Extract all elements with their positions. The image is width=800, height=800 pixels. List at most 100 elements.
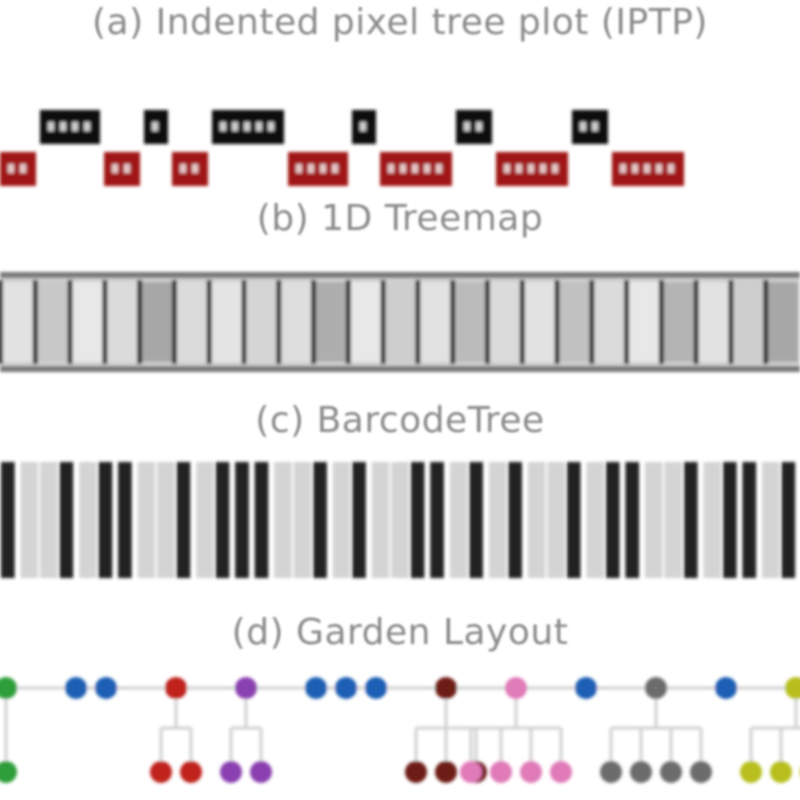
iptp-internal-pixel	[60, 122, 66, 131]
barcode-bar-dark	[625, 462, 640, 578]
treemap-divider	[693, 280, 699, 364]
garden-parent-node	[645, 677, 667, 699]
barcode-bar-light	[40, 462, 58, 578]
iptp-internal-pixel	[256, 122, 262, 131]
treemap-cell	[245, 282, 277, 362]
iptp-leaf-pixel	[528, 164, 534, 173]
barcode-bar-light	[371, 462, 390, 578]
garden-parent-node	[165, 677, 187, 699]
iptp-leaf-pixel	[124, 164, 130, 173]
treemap-cell	[175, 282, 207, 362]
iptp-internal-block	[456, 110, 492, 144]
barcode-bar-dark	[235, 462, 249, 578]
panel-c-title: (c) BarcodeTree	[255, 400, 545, 441]
barcode-bar-light	[527, 462, 546, 578]
garden-parent-node	[305, 677, 327, 699]
treemap-cell	[454, 282, 485, 362]
iptp-leaf-pixel	[656, 164, 662, 173]
barcode-bar-light	[196, 462, 214, 578]
treemap-divider	[345, 280, 351, 364]
treemap-divider	[554, 280, 560, 364]
garden-parent-node	[365, 677, 387, 699]
garden-child-node	[460, 761, 482, 783]
barcode-bar-light	[79, 462, 97, 578]
garden-child-node	[150, 761, 172, 783]
treemap-divider	[415, 280, 421, 364]
iptp-internal-pixel	[232, 122, 238, 131]
iptp-leaf-pixel	[516, 164, 522, 173]
iptp-leaf-pixel	[552, 164, 558, 173]
garden-child-node	[600, 761, 622, 783]
iptp-internal-pixel	[592, 122, 598, 131]
iptp-leaf-pixel	[20, 164, 26, 173]
garden-child-node	[550, 761, 572, 783]
iptp-leaf-block	[104, 152, 140, 186]
iptp-internal-pixel	[220, 122, 226, 131]
garden-panel	[0, 677, 800, 783]
iptp-leaf-pixel	[8, 164, 14, 173]
treemap-cell	[106, 282, 138, 362]
barcode-bar-light	[391, 462, 409, 578]
treemap-bottom-border	[0, 366, 800, 372]
garden-parent-node	[235, 677, 257, 699]
barcode-bar-dark	[215, 462, 230, 578]
barcode-bar-dark	[254, 462, 269, 578]
iptp-panel	[0, 110, 684, 186]
garden-parent-node	[435, 677, 457, 699]
treemap-cell	[36, 282, 68, 362]
iptp-leaf-pixel	[400, 164, 406, 173]
treemap-cell	[384, 282, 416, 362]
iptp-leaf-pixel	[632, 164, 638, 173]
garden-parent-node	[95, 677, 117, 699]
iptp-internal-pixel	[464, 122, 470, 131]
barcode-bar-light	[332, 462, 351, 578]
barcode-bar-light	[586, 462, 604, 578]
garden-child-node	[740, 761, 762, 783]
iptp-leaf-pixel	[192, 164, 198, 173]
iptp-leaf-pixel	[388, 164, 394, 173]
barcode-bar-dark	[313, 462, 327, 578]
barcode-bar-light	[293, 462, 312, 578]
barcode-bar-light	[703, 462, 721, 578]
treemap-divider	[380, 280, 386, 364]
treemap-cell	[488, 282, 520, 362]
treemap-divider	[589, 280, 595, 364]
treemap-divider	[450, 280, 456, 364]
treemap-cell	[349, 282, 381, 362]
garden-child-node	[220, 761, 242, 783]
treemap-cell	[71, 282, 103, 362]
treemap-cell	[767, 282, 798, 362]
barcode-bar-dark	[566, 462, 581, 578]
iptp-leaf-pixel	[296, 164, 302, 173]
iptp-leaf-pixel	[540, 164, 546, 173]
garden-parent-node	[0, 677, 17, 699]
iptp-leaf-pixel	[424, 164, 430, 173]
treemap-panel	[0, 272, 800, 372]
garden-child-node	[660, 761, 682, 783]
barcode-bar-dark	[469, 462, 483, 578]
treemap-divider	[624, 280, 630, 364]
garden-child-node	[405, 761, 427, 783]
iptp-leaf-pixel	[644, 164, 650, 173]
treemap-divider	[67, 280, 73, 364]
barcode-bar-dark	[781, 462, 796, 578]
barcode-bar-light	[157, 462, 175, 578]
iptp-leaf-pixel	[504, 164, 510, 173]
garden-parent-node	[715, 677, 737, 699]
barcode-bar-light	[644, 462, 663, 578]
iptp-internal-pixel	[268, 122, 274, 131]
iptp-internal-pixel	[48, 122, 54, 131]
treemap-divider	[0, 280, 3, 364]
garden-child-node	[180, 761, 202, 783]
barcode-bar-light	[761, 462, 780, 578]
garden-parent-node	[505, 677, 527, 699]
barcode-bar-dark	[722, 462, 737, 578]
iptp-internal-pixel	[244, 122, 250, 131]
iptp-leaf-pixel	[320, 164, 326, 173]
treemap-divider	[102, 280, 108, 364]
garden-child-node	[690, 761, 712, 783]
iptp-leaf-pixel	[620, 164, 626, 173]
treemap-divider	[311, 280, 317, 364]
treemap-cell	[2, 282, 33, 362]
